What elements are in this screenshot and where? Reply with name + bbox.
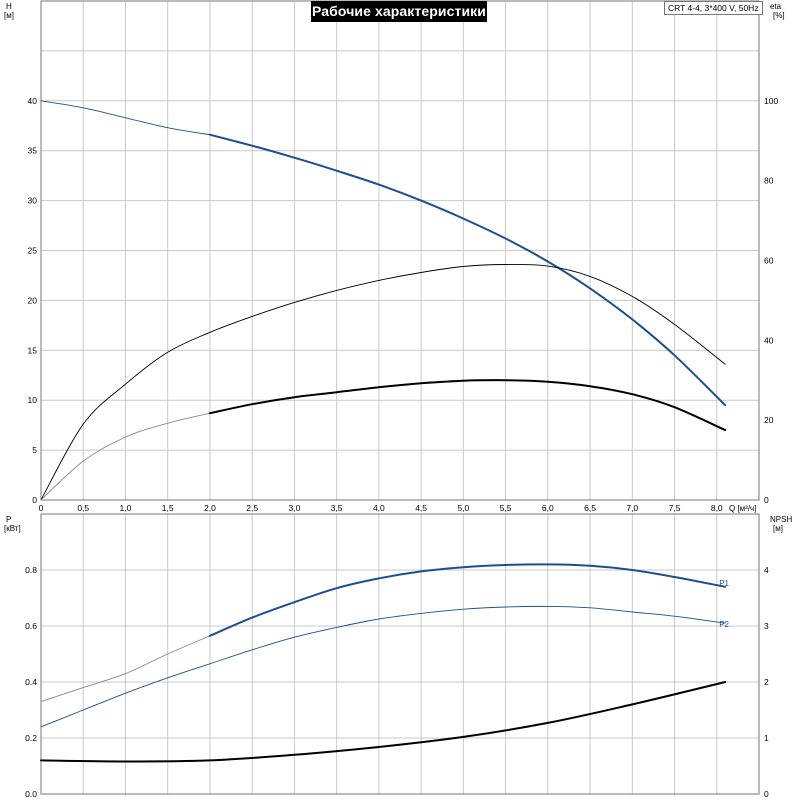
y-right-axis-unit: [%] xyxy=(773,11,785,20)
y-left-axis-unit: [м] xyxy=(4,11,14,20)
series-p2-line xyxy=(40,605,726,728)
y-left-tick-label: 0.0 xyxy=(25,789,37,799)
y-left-tick-label: 40 xyxy=(28,96,38,106)
y-left-tick-label: 30 xyxy=(28,196,38,206)
y-right-tick-label: 80 xyxy=(764,176,774,186)
y-left-tick-label: 5 xyxy=(32,445,37,455)
series-line-bold-blue xyxy=(208,133,727,407)
series-line-thin-gray xyxy=(40,412,211,501)
x-tick-label: 1,5 xyxy=(162,503,174,513)
series-line-bold-black xyxy=(208,379,727,432)
y-left-tick-label: 10 xyxy=(28,395,38,405)
y-right-tick-label: 100 xyxy=(764,96,778,106)
x-tick-label: 5,5 xyxy=(500,503,512,513)
x-tick-label: 0,5 xyxy=(77,503,89,513)
x-tick-label: 1,0 xyxy=(120,503,132,513)
x-tick-label: 3,0 xyxy=(288,503,300,513)
y-right-tick-label: 1 xyxy=(764,733,769,743)
x-tick-label: 0 xyxy=(39,503,44,513)
y-right-tick-label: 20 xyxy=(764,415,774,425)
series-line-bold-black xyxy=(40,681,727,763)
y-right-tick-label: 2 xyxy=(764,677,769,687)
x-tick-label: 7,0 xyxy=(626,503,638,513)
x-axis-label: Q [м³/ч] xyxy=(729,504,756,513)
y-right-axis-label: eta xyxy=(770,2,782,11)
series-line-thin-black xyxy=(40,263,726,501)
x-tick-label: 6,0 xyxy=(542,503,554,513)
y-left-tick-label: 15 xyxy=(28,345,38,355)
y-right-tick-label: 0 xyxy=(764,789,769,799)
y-left-axis-label: H xyxy=(6,2,12,11)
y-left-tick-label: 25 xyxy=(28,246,38,256)
x-tick-label: 4,0 xyxy=(373,503,385,513)
x-tick-label: 8,0 xyxy=(711,503,723,513)
y-left-tick-label: 0.8 xyxy=(25,565,37,575)
series-p1-line xyxy=(208,563,727,637)
top-panel: 0 5 10 15 20 25 30 35 40 0 20 40 60 80 100 H[м] eta[%] 0 0… xyxy=(4,0,785,513)
series-line-thin-blue xyxy=(40,100,211,136)
y-left-axis-label: P xyxy=(6,515,11,524)
y-left-axis-unit: [кВт] xyxy=(4,524,21,533)
x-tick-label: 3,5 xyxy=(331,503,343,513)
y-left-tick-label: 20 xyxy=(28,295,38,305)
plot-frame xyxy=(40,513,760,795)
y-left-tick-label: 0.2 xyxy=(25,733,37,743)
x-tick-label: 2,5 xyxy=(246,503,258,513)
y-right-axis-label: NPSH xyxy=(770,515,792,524)
pump-model-label: CRT 4-4, 3*400 V, 50Hz xyxy=(664,1,763,15)
x-tick-label: 4,5 xyxy=(415,503,427,513)
chart-title: Рабочие характеристики xyxy=(311,1,487,22)
x-tick-label: 2,0 xyxy=(204,503,216,513)
y-left-tick-label: 35 xyxy=(28,146,38,156)
y-right-tick-label: 60 xyxy=(764,255,774,265)
y-right-tick-label: 3 xyxy=(764,621,769,631)
x-tick-label: 6,5 xyxy=(584,503,596,513)
x-tick-label: 5,0 xyxy=(457,503,469,513)
y-left-tick-label: 0.4 xyxy=(25,677,37,687)
x-tick-label: 7,5 xyxy=(669,503,681,513)
series-label-p1: P1 xyxy=(719,579,729,588)
series-label-p2: P2 xyxy=(719,620,729,629)
y-left-tick-label: 0 xyxy=(32,495,37,505)
y-right-axis-unit: [м] xyxy=(773,524,783,533)
series-line-thin-gray xyxy=(40,635,211,703)
bottom-panel: 0.0 0.2 0.4 0.6 0.8 0 1 2 3 4 P[кВт] NPSH[м] P1 P2 xyxy=(4,513,792,799)
y-right-tick-label: 40 xyxy=(764,335,774,345)
y-left-tick-label: 0.6 xyxy=(25,621,37,631)
y-right-tick-label: 0 xyxy=(764,495,769,505)
y-right-tick-label: 4 xyxy=(764,565,769,575)
